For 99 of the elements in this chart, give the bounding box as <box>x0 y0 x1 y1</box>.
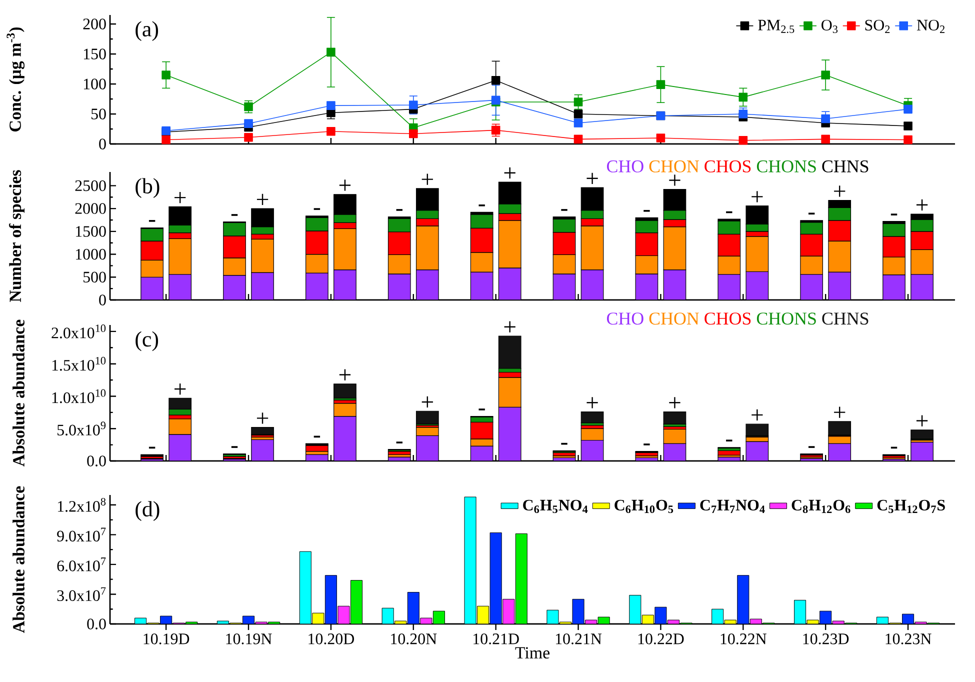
legend-label: SO$_{2}$ <box>865 20 890 33</box>
legend-label: C$_{5}$H$_{12}$O$_{7}$S <box>877 500 945 514</box>
text: CHONS <box>756 312 816 325</box>
x-tick-label: + <box>422 396 433 408</box>
x-tick-label: 10.19N <box>226 634 272 644</box>
text: CHO <box>606 312 644 325</box>
chart-title: (d) <box>136 501 160 521</box>
x-tick-label: + <box>174 192 186 204</box>
legend-label: PM$_{2.5}$ <box>758 20 794 34</box>
x-tick-label: 10.21D <box>474 634 519 644</box>
x-tick-label: + <box>586 397 598 408</box>
x-axis-title: Time <box>515 647 550 659</box>
chart-title: (c) <box>136 331 158 352</box>
legend-label: NO$_{2}$ <box>916 20 944 33</box>
y-tick-label: 1.5x10$^{10}$ <box>52 356 106 371</box>
legend-label: C$_{7}$H$_{7}$NO$_{4}$ <box>700 500 765 513</box>
x-tick-label: - <box>726 440 732 442</box>
y-tick-label: 2000 <box>75 203 106 214</box>
x-tick-label: + <box>504 321 516 332</box>
x-tick-label: - <box>644 444 650 446</box>
x-tick-label: - <box>396 442 402 444</box>
x-tick-label: - <box>890 446 898 449</box>
text: CHONS <box>756 160 816 172</box>
x-tick-label: - <box>478 408 485 410</box>
x-tick-label: - <box>231 214 238 216</box>
y-tick-label: 1.2x10$^{8}$ <box>58 498 106 512</box>
y-axis-title: Absolute abundance <box>12 320 25 466</box>
y-tick-label: 50 <box>91 108 106 120</box>
y-tick-label: 2500 <box>75 180 106 192</box>
y-tick-label: 0.0 <box>87 456 106 466</box>
y-tick-label: 0 <box>99 294 106 306</box>
x-tick-label: + <box>339 180 351 191</box>
x-tick-label: - <box>314 436 320 438</box>
y-axis-title: Number of species <box>8 170 25 302</box>
x-tick-label: 10.19D <box>144 634 190 644</box>
x-tick-label: 10.22D <box>638 634 684 644</box>
y-tick-label: 6.0x10$^{7}$ <box>57 558 106 572</box>
x-tick-label: - <box>396 209 402 211</box>
x-tick-label: - <box>314 208 320 210</box>
text: CHNS <box>822 312 868 325</box>
y-tick-label: 100 <box>84 78 106 90</box>
text: CHOS <box>704 312 751 325</box>
series-label: CHNS <box>822 160 868 172</box>
x-tick-label: 10.22N <box>720 634 766 644</box>
y-tick-label: 2.0x10$^{10}$ <box>52 324 106 338</box>
x-tick-label: - <box>890 214 898 216</box>
legend-label: C$_{6}$H$_{10}$O$_{5}$ <box>614 500 674 514</box>
x-tick-label: + <box>422 174 433 185</box>
x-tick-label: + <box>834 186 846 197</box>
x-tick-label: + <box>504 167 516 178</box>
x-tick-label: + <box>752 191 763 202</box>
y-axis-title: Conc. (μg m$^{-3}$) <box>6 27 25 132</box>
text: CHON <box>649 312 699 325</box>
legend-label: C$_{6}$H$_{5}$NO$_{4}$ <box>523 500 588 514</box>
y-tick-label: 9.0x10$^{7}$ <box>57 528 106 542</box>
x-tick-label: - <box>148 220 156 222</box>
y-tick-label: 1.0x10$^{10}$ <box>52 389 106 404</box>
x-tick-label: - <box>808 446 815 448</box>
y-tick-label: 0 <box>99 138 106 150</box>
x-tick-label: + <box>669 397 680 408</box>
text: CHO <box>606 160 644 172</box>
chart-title: (a) <box>136 21 158 41</box>
x-tick-label: - <box>644 210 650 212</box>
x-tick-label: - <box>231 446 238 448</box>
chart-title: (b) <box>136 178 160 198</box>
x-tick-label: + <box>174 383 186 395</box>
x-tick-label: + <box>916 415 928 426</box>
x-tick-label: + <box>256 194 268 205</box>
y-tick-label: 0.0 <box>87 618 106 630</box>
y-tick-label: 3.0x10$^{7}$ <box>57 587 106 602</box>
y-tick-label: 1000 <box>76 248 106 260</box>
legend-label: C$_{8}$H$_{12}$O$_{6}$ <box>792 500 850 514</box>
x-tick-label: 10.20D <box>308 634 354 644</box>
x-tick-label: + <box>339 369 351 380</box>
x-tick-label: + <box>586 172 598 184</box>
x-tick-label: + <box>834 406 846 418</box>
x-tick-label: - <box>726 211 732 214</box>
x-tick-label: - <box>808 212 815 215</box>
y-axis-title: Absolute abundance <box>12 486 25 633</box>
x-tick-label: + <box>669 174 680 186</box>
y-tick-label: 5.0x10$^{9}$ <box>57 422 106 436</box>
x-tick-label: - <box>478 204 485 206</box>
y-tick-label: 1500 <box>76 226 106 237</box>
y-tick-label: 200 <box>83 18 106 30</box>
text: CHOS <box>704 160 751 172</box>
y-tick-label: 150 <box>84 48 106 60</box>
x-tick-label: - <box>561 209 568 211</box>
legend-label: O$_{3}$ <box>822 20 838 34</box>
x-tick-label: - <box>148 446 156 449</box>
text: CHON <box>649 160 699 172</box>
x-tick-label: 10.23D <box>803 634 849 644</box>
y-tick-label: 500 <box>84 272 106 283</box>
x-tick-label: + <box>256 412 268 424</box>
x-tick-label: 10.20N <box>391 634 437 644</box>
x-tick-label: 10.21N <box>556 634 602 644</box>
x-tick-label: - <box>561 442 568 445</box>
x-tick-label: 10.23N <box>886 634 932 644</box>
x-tick-label: + <box>752 409 763 420</box>
x-tick-label: + <box>916 199 928 210</box>
